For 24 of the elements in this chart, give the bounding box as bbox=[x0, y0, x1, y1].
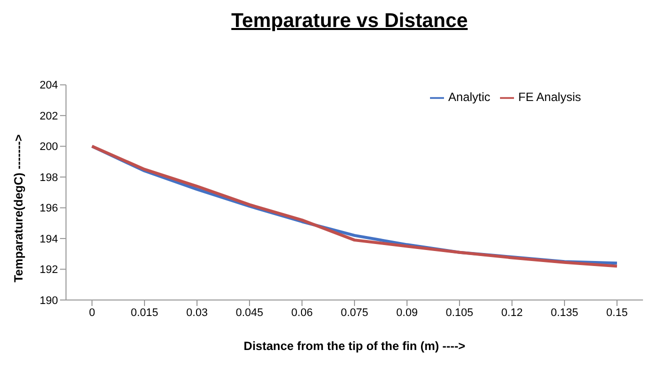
y-tick-label: 200 bbox=[40, 141, 58, 154]
x-tick-label: 0.12 bbox=[501, 306, 523, 319]
x-tick-label: 0.135 bbox=[550, 306, 578, 319]
x-tick-label: 0.105 bbox=[446, 306, 474, 319]
x-axis-title: Distance from the tip of the fin (m) ----> bbox=[244, 339, 466, 353]
chart-title: Temparature vs Distance bbox=[230, 10, 469, 34]
x-tick-label: 0.06 bbox=[291, 306, 313, 319]
y-axis-title: Temparature(degC) -------> bbox=[11, 134, 26, 282]
y-tick-label: 196 bbox=[40, 202, 58, 215]
x-tick-label: 0.15 bbox=[606, 306, 628, 319]
x-tick-label: 0.075 bbox=[340, 306, 368, 319]
x-tick-label: 0.045 bbox=[236, 306, 264, 319]
y-tick-label: 194 bbox=[40, 233, 58, 246]
x-tick-label: 0.015 bbox=[130, 306, 158, 319]
x-tick-label: 0.09 bbox=[396, 306, 418, 319]
y-tick-label: 198 bbox=[40, 172, 58, 184]
legend-label: FE Analysis bbox=[518, 90, 581, 104]
y-tick-label: 204 bbox=[40, 80, 58, 92]
y-tick-label: 190 bbox=[40, 294, 58, 307]
y-tick-label: 192 bbox=[40, 264, 58, 276]
y-tick-label: 202 bbox=[40, 110, 58, 122]
x-tick-label: 0 bbox=[88, 306, 96, 319]
x-tick-label: 0.03 bbox=[186, 306, 208, 319]
legend-label: Analytic bbox=[448, 90, 490, 104]
